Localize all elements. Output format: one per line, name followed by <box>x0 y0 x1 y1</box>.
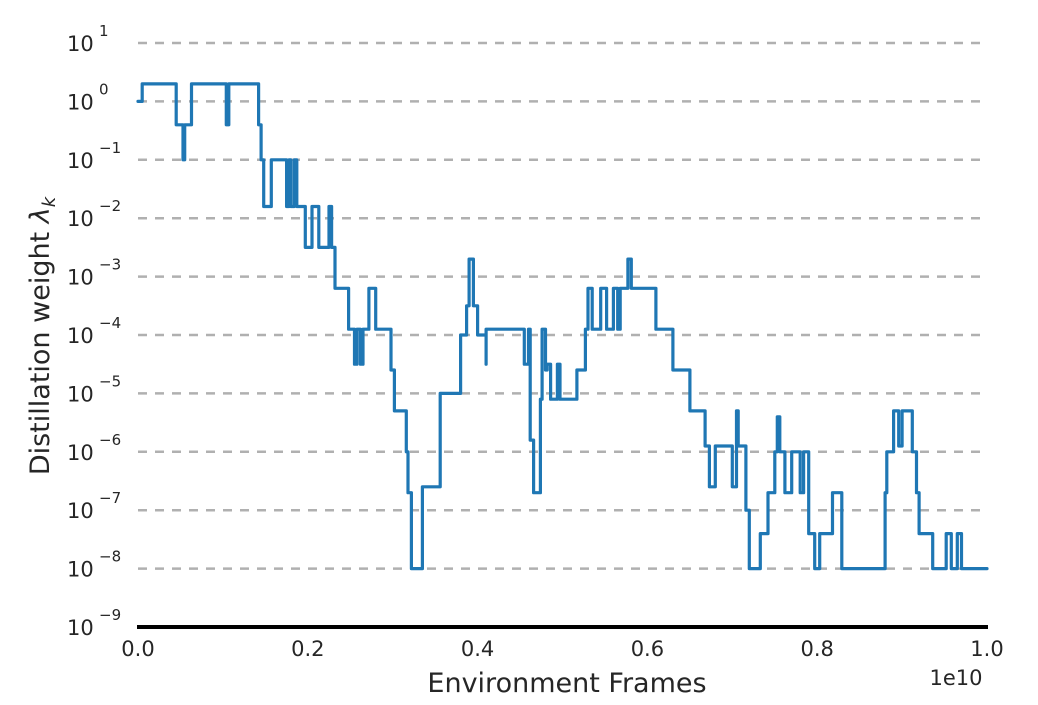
y-gridlines <box>138 41 980 570</box>
y-axis-label-text: Distillation weight <box>25 223 56 475</box>
y-tick-label: 10−3 <box>67 256 121 290</box>
x-axis-offset-label: 1e10 <box>929 666 982 690</box>
y-tick-label: 10−7 <box>67 489 121 523</box>
y-tick-label: 10−6 <box>67 431 121 465</box>
y-tick-label: 100 <box>67 80 109 114</box>
x-tick-label: 1.0 <box>970 637 1003 661</box>
x-tick-label: 0.4 <box>461 637 494 661</box>
x-tick-label: 0.6 <box>631 637 664 661</box>
y-tick-label: 10−2 <box>67 197 121 231</box>
y-tick-label: 10−1 <box>67 139 121 173</box>
y-axis-label-symbol: λ <box>25 207 56 225</box>
y-tick-label: 10−8 <box>67 548 121 582</box>
y-tick-label: 10−9 <box>67 606 121 640</box>
x-tick-label: 0.2 <box>291 637 324 661</box>
y-axis-label: Distillation weight λk <box>25 195 60 475</box>
x-tick-label: 0.0 <box>121 637 154 661</box>
y-tick-label: 10−5 <box>67 372 121 406</box>
x-axis-label: Environment Frames <box>427 668 706 699</box>
x-tick-label: 0.8 <box>800 637 833 661</box>
y-tick-labels: 101 100 10−1 10−2 10−3 10−4 10−5 10−6 10−7 10−8 10… <box>67 22 121 640</box>
y-tick-label: 10−4 <box>67 314 121 348</box>
y-axis-label-subscript: k <box>39 195 60 207</box>
y-tick-label: 101 <box>67 22 109 56</box>
x-tick-labels: 0.0 0.2 0.4 0.6 0.8 1.0 <box>121 637 1003 661</box>
series-line <box>136 82 989 571</box>
